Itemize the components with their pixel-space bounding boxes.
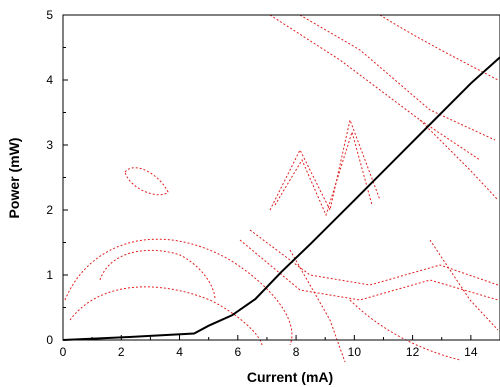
x-tick-label: 14: [464, 345, 478, 359]
watermark-stroke: [349, 299, 461, 361]
x-tick-label: 8: [293, 345, 300, 359]
watermark-stroke: [299, 14, 496, 141]
axis-ticks: [62, 14, 500, 341]
x-tick-label: 10: [348, 345, 362, 359]
watermark-stroke: [99, 249, 216, 301]
watermark-stroke: [64, 238, 293, 346]
y-tick-label: 1: [46, 268, 53, 282]
watermark-stroke: [249, 229, 499, 286]
watermark-ellipse: [124, 167, 169, 196]
watermark-stroke: [239, 239, 499, 301]
watermark-stroke: [379, 14, 499, 81]
watermark-stroke: [269, 118, 381, 212]
x-tick-label: 0: [60, 345, 67, 359]
watermark-stroke: [289, 249, 346, 363]
watermark-stroke: [69, 286, 263, 346]
y-tick-label: 3: [46, 138, 53, 152]
x-tick-label: 2: [118, 345, 125, 359]
x-tick-label: 12: [406, 345, 420, 359]
series-line: [62, 56, 500, 341]
watermark-stroke: [419, 119, 499, 201]
watermark-stroke: [269, 14, 481, 161]
watermark-stroke: [429, 239, 499, 331]
y-axis-title: Power (mW): [6, 138, 22, 219]
watermark-stroke: [274, 130, 373, 217]
watermark-outlines: [64, 14, 499, 363]
y-tick-label: 2: [46, 203, 53, 217]
y-tick-label: 5: [46, 8, 53, 22]
x-axis-title: Current (mA): [247, 369, 333, 385]
plot-frame: [62, 14, 500, 341]
x-tick-label: 6: [234, 345, 241, 359]
y-tick-label: 4: [46, 73, 53, 87]
x-tick-label: 4: [176, 345, 183, 359]
y-tick-label: 0: [46, 333, 53, 347]
